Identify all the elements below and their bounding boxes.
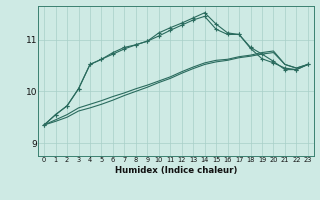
X-axis label: Humidex (Indice chaleur): Humidex (Indice chaleur) [115,166,237,175]
